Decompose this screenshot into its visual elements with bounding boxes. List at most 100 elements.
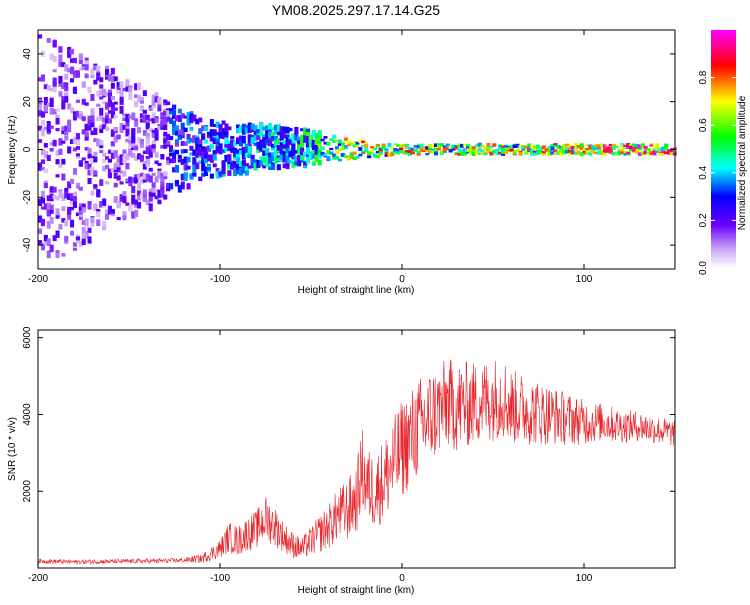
spectrogram-cell bbox=[52, 84, 57, 93]
spectrogram-cell bbox=[335, 139, 340, 142]
spectrogram-cell bbox=[568, 149, 573, 153]
spectrogram-cell bbox=[81, 129, 86, 135]
spectrogram-cell bbox=[256, 131, 261, 137]
spectrogram-cell bbox=[163, 171, 168, 177]
spectrogram-cell bbox=[169, 158, 174, 164]
spectrogram-cell bbox=[573, 147, 578, 152]
spectrogram-cell bbox=[58, 164, 63, 168]
spectrogram-cell bbox=[337, 143, 342, 146]
spectrogram-cell bbox=[361, 150, 366, 153]
spectrogram-cell bbox=[61, 62, 66, 68]
spectrogram-cell bbox=[565, 150, 570, 154]
spectrogram-cell bbox=[102, 125, 107, 129]
spectrogram-cell bbox=[128, 205, 133, 212]
spectrogram-cell bbox=[105, 181, 110, 185]
spectrogram-cell bbox=[110, 150, 115, 155]
spectrogram-cell bbox=[96, 211, 101, 218]
spectrogram-cell bbox=[224, 142, 229, 148]
spectrogram-cell bbox=[652, 148, 657, 151]
spectrogram-cell bbox=[67, 68, 72, 73]
spectrogram-cell bbox=[67, 214, 72, 220]
spectrogram-cell bbox=[335, 156, 340, 160]
spectrogram-cell bbox=[332, 140, 337, 143]
spectrogram-cell bbox=[183, 163, 188, 171]
spectrogram-cell bbox=[419, 143, 424, 147]
spectrogram-cell bbox=[46, 202, 51, 210]
spectrogram-cell bbox=[172, 110, 177, 116]
spectrogram-cell bbox=[169, 108, 174, 112]
spectrogram-cell bbox=[407, 150, 412, 153]
spectrogram-cell bbox=[137, 202, 142, 209]
spectrogram-cell bbox=[157, 170, 162, 179]
spectrogram-cell bbox=[46, 121, 51, 126]
spectrogram-cell bbox=[40, 243, 45, 251]
spectrogram-cell bbox=[271, 164, 276, 170]
spectrogram-cell bbox=[285, 126, 290, 134]
spectrogram-cell bbox=[107, 73, 112, 82]
spectrogram-cell bbox=[399, 145, 404, 148]
spectrogram-cell bbox=[614, 145, 619, 148]
spectrogram-cell bbox=[70, 107, 75, 114]
spectrogram-cell bbox=[591, 150, 596, 154]
spectrogram-cell bbox=[99, 77, 104, 83]
spectrogram-cell bbox=[52, 55, 57, 63]
spectrogram-y-tick-label: -40 bbox=[22, 237, 33, 252]
spectrogram-cell bbox=[276, 164, 281, 171]
snr-x-label: Height of straight line (km) bbox=[298, 585, 415, 596]
spectrogram-cell bbox=[169, 152, 174, 157]
spectrogram-cell bbox=[131, 128, 136, 134]
spectrogram-cell bbox=[119, 127, 124, 133]
spectrogram-cell bbox=[119, 170, 124, 174]
spectrogram-cell bbox=[151, 118, 156, 124]
spectrogram-cell bbox=[55, 196, 60, 201]
spectrogram-cell bbox=[285, 148, 290, 154]
spectrogram-cell bbox=[134, 156, 139, 161]
spectrogram-cell bbox=[93, 203, 98, 211]
spectrogram-cell bbox=[244, 169, 249, 176]
spectrogram-cell bbox=[375, 143, 380, 147]
spectrogram-cell bbox=[119, 122, 124, 127]
spectrogram-cell bbox=[559, 149, 564, 154]
spectrogram-cell bbox=[480, 144, 485, 147]
spectrogram-cell bbox=[40, 206, 45, 210]
spectrogram-cell bbox=[623, 151, 628, 154]
spectrogram-cell bbox=[667, 152, 672, 155]
spectrogram-cell bbox=[160, 119, 165, 128]
spectrogram-cell bbox=[38, 198, 43, 206]
spectrogram-cell bbox=[204, 139, 209, 144]
spectrogram-cell bbox=[64, 94, 69, 103]
spectrogram-cell bbox=[116, 200, 121, 209]
spectrogram-cell bbox=[142, 197, 147, 202]
colorbar-tick-label: 0.4 bbox=[698, 165, 709, 179]
spectrogram-cell bbox=[428, 147, 433, 151]
spectrogram-cell bbox=[431, 144, 436, 148]
spectrogram-cell bbox=[649, 150, 654, 154]
spectrogram-cell bbox=[527, 143, 532, 147]
spectrogram-cell bbox=[78, 216, 83, 220]
spectrogram-cell bbox=[99, 89, 104, 96]
spectrogram-cell bbox=[256, 149, 261, 153]
spectrogram-cell bbox=[536, 149, 541, 154]
spectrogram-cell bbox=[565, 143, 570, 147]
spectrogram-cell bbox=[125, 139, 130, 143]
spectrogram-cell bbox=[209, 173, 214, 179]
spectrogram-cell bbox=[145, 173, 150, 182]
spectrogram-cell bbox=[617, 152, 622, 156]
spectrogram-cell bbox=[131, 211, 136, 219]
spectrogram-cell bbox=[396, 144, 401, 147]
spectrogram-cell bbox=[486, 143, 491, 147]
spectrogram-cell bbox=[300, 134, 305, 139]
spectrogram-cell bbox=[177, 114, 182, 123]
spectrogram-cell bbox=[233, 150, 238, 158]
spectrogram-cell bbox=[352, 156, 357, 160]
spectrogram-cell bbox=[102, 221, 107, 227]
spectrogram-cell bbox=[87, 201, 92, 205]
spectrogram-cell bbox=[311, 143, 316, 150]
spectrogram-cell bbox=[148, 145, 153, 152]
spectrogram-cell bbox=[40, 167, 45, 171]
spectrogram-cell bbox=[602, 144, 607, 148]
spectrogram-cell bbox=[160, 145, 165, 149]
spectrogram-cell bbox=[40, 218, 45, 227]
spectrogram-cell bbox=[169, 117, 174, 124]
